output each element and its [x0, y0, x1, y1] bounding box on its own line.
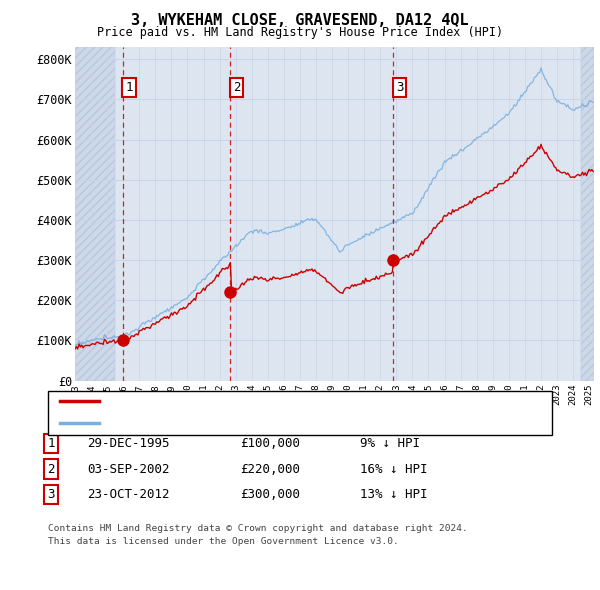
Text: 2: 2 — [47, 463, 55, 476]
Text: Price paid vs. HM Land Registry's House Price Index (HPI): Price paid vs. HM Land Registry's House … — [97, 26, 503, 39]
Text: 23-OCT-2012: 23-OCT-2012 — [87, 488, 170, 501]
Text: HPI: Average price, detached house, Gravesham: HPI: Average price, detached house, Grav… — [105, 418, 386, 428]
Text: 29-DEC-1995: 29-DEC-1995 — [87, 437, 170, 450]
Text: 1: 1 — [47, 437, 55, 450]
Text: £100,000: £100,000 — [240, 437, 300, 450]
Bar — [75, 47, 115, 381]
Text: 9% ↓ HPI: 9% ↓ HPI — [360, 437, 420, 450]
Text: 3: 3 — [396, 81, 403, 94]
Text: £220,000: £220,000 — [240, 463, 300, 476]
Text: This data is licensed under the Open Government Licence v3.0.: This data is licensed under the Open Gov… — [48, 537, 399, 546]
Text: Contains HM Land Registry data © Crown copyright and database right 2024.: Contains HM Land Registry data © Crown c… — [48, 523, 468, 533]
Text: 13% ↓ HPI: 13% ↓ HPI — [360, 488, 427, 501]
Text: 1: 1 — [125, 81, 133, 94]
Text: 3, WYKEHAM CLOSE, GRAVESEND, DA12 4QL: 3, WYKEHAM CLOSE, GRAVESEND, DA12 4QL — [131, 13, 469, 28]
Text: £300,000: £300,000 — [240, 488, 300, 501]
Text: 3, WYKEHAM CLOSE, GRAVESEND, DA12 4QL (detached house): 3, WYKEHAM CLOSE, GRAVESEND, DA12 4QL (d… — [105, 396, 443, 406]
Text: 03-SEP-2002: 03-SEP-2002 — [87, 463, 170, 476]
Text: 3: 3 — [47, 488, 55, 501]
Text: 2: 2 — [233, 81, 240, 94]
Bar — [581, 47, 594, 381]
Text: 16% ↓ HPI: 16% ↓ HPI — [360, 463, 427, 476]
